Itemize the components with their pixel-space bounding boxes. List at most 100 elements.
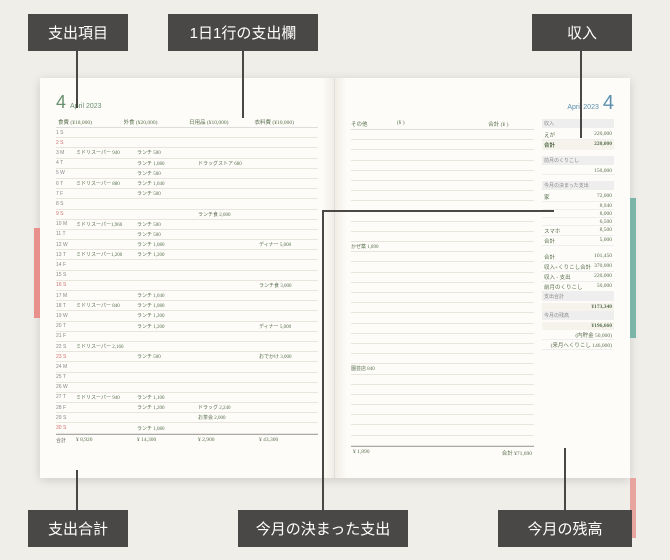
income-item: えが220,000: [542, 130, 614, 140]
income-total: 合計 220,000: [542, 140, 614, 150]
fixed-item: スマホ8,500: [542, 226, 614, 236]
category-row-right: その他(¥ )合計 (¥ ): [351, 119, 534, 130]
day-row: [351, 425, 534, 435]
summary-block: 合計101,450収入+くりこし合計370,000収入 - 支出220,000前…: [542, 252, 614, 350]
day-row: [351, 181, 534, 191]
total-cell: ¥ 8,920: [74, 437, 135, 444]
day-row: [351, 252, 534, 262]
day-row: 19 Wランチ 1,200: [56, 311, 318, 321]
total-row-right: ¥ 1,890 合計 ¥71,690: [351, 446, 534, 457]
fixed-item: 家72,000: [542, 192, 614, 202]
label-expense-item: 支出項目: [28, 14, 128, 51]
day-row: [351, 405, 534, 415]
day-row: [351, 212, 534, 222]
day-row: [351, 222, 534, 232]
day-row: 25 T: [56, 373, 318, 383]
day-row: 10 Mミドリスーパー1,960ランチ 500: [56, 220, 318, 230]
day-row: [351, 395, 534, 405]
day-row: 14 F: [56, 260, 318, 270]
page-left: 4 April 2023 食費 (¥18,000)外食 (¥20,000)日用品…: [40, 78, 335, 478]
day-row: [351, 232, 534, 242]
day-row: 24 M: [56, 362, 318, 372]
day-row: 8 S: [56, 199, 318, 209]
day-row: 29 Sお茶会 2,000: [56, 413, 318, 423]
day-row: 23 Sランチ 500おでかけ 3,000: [56, 352, 318, 362]
label-expense-total: 支出合計: [28, 510, 128, 547]
day-row: [351, 171, 534, 181]
category-cell: 食費 (¥18,000): [56, 118, 122, 126]
day-row: [351, 303, 534, 313]
expense-total-value: ¥173,340: [542, 303, 614, 311]
right-main-column: その他(¥ )合計 (¥ ) かぜ薬 1,890 園芸店 840 ¥ 1,890 …: [351, 119, 534, 465]
conn-expense-total: [76, 470, 78, 512]
category-row-left: 食費 (¥18,000)外食 (¥20,000)日用品 (¥10,000)衣料費…: [56, 117, 318, 128]
day-row: 12 Wランチ 1,080ディナー 5,000: [56, 240, 318, 250]
label-daily-row: 1日1行の支出欄: [168, 14, 318, 51]
fixed-item: 6,500: [542, 218, 614, 226]
month-txt-l: April 2023: [70, 103, 102, 110]
day-row: [351, 273, 534, 283]
total-cell: ¥ 43,300: [257, 437, 318, 444]
day-row: 6 Tミドリスーパー 880ランチ 1,040: [56, 179, 318, 189]
income-block: 収入 えが220,000 合計 220,000: [542, 119, 614, 150]
day-row: 30 Sランチ 1,080: [56, 423, 318, 433]
month-num-l: 4: [56, 92, 66, 113]
expense-total-label: 支出合計: [542, 292, 614, 301]
day-row: 28 Fランチ 1,200ドラッグ 2,240: [56, 403, 318, 413]
planner-book: 4 April 2023 食費 (¥18,000)外食 (¥20,000)日用品…: [40, 78, 630, 478]
day-rows-right: かぜ薬 1,890 園芸店 840: [351, 130, 534, 446]
day-row: 1 S: [56, 128, 318, 138]
label-balance: 今月の残高: [498, 510, 632, 547]
balance-label: 今月の残高: [542, 311, 614, 320]
edge-tab-teal: [630, 198, 636, 338]
month-txt-r: April 2023: [567, 104, 599, 111]
day-row: 2 S: [56, 138, 318, 148]
balance-sub1: (内貯金 50,000): [542, 330, 614, 340]
day-row: 園芸店 840: [351, 364, 534, 374]
day-row: [351, 293, 534, 303]
day-row: 13 Tミドリスーパー1,200ランチ 1,200: [56, 250, 318, 260]
day-row: [351, 140, 534, 150]
month-header-right: April 2023 4: [351, 92, 614, 115]
right-total: ¥ 1,890: [351, 449, 443, 457]
balance-value: ¥196,660: [542, 322, 614, 330]
fixed-block: 今月の決まった支出 家72,0008,9408,0006,500スマホ8,500…: [542, 181, 614, 246]
day-row: [351, 283, 534, 293]
day-row: 5 Wランチ 500: [56, 169, 318, 179]
summary-line: 収入+くりこし合計370,000: [542, 262, 614, 272]
carryover-block: 前月のくりこし 150,000: [542, 156, 614, 175]
conn-balance: [564, 448, 566, 512]
day-row: [351, 130, 534, 140]
day-row: 17 Mランチ 1,040: [56, 291, 318, 301]
category-cell: 衣料費 (¥10,000): [253, 118, 319, 126]
day-row: [351, 191, 534, 201]
category-cell: [443, 120, 489, 128]
day-row: かぜ薬 1,890: [351, 242, 534, 252]
right-grand-total: 合計 ¥71,690: [443, 449, 535, 457]
conn-daily-row: [242, 48, 244, 118]
income-title: 収入: [542, 119, 614, 128]
category-cell: その他: [351, 120, 397, 128]
page-right: April 2023 4 その他(¥ )合計 (¥ ) かぜ薬 1,890 園芸店…: [335, 78, 630, 478]
label-fixed-expense: 今月の決まった支出: [238, 510, 408, 547]
summary-line: 前月のくりこし50,000: [542, 282, 614, 292]
summary-line: 合計101,450: [542, 252, 614, 262]
day-row: 3 Mミドリスーパー 940ランチ 500: [56, 148, 318, 158]
day-row: [351, 354, 534, 364]
balance-sub2: (来月へくりこし 146,000): [542, 340, 614, 350]
day-row: 7 Fランチ 500: [56, 189, 318, 199]
day-row: 21 F: [56, 332, 318, 342]
conn-expense-item: [76, 48, 78, 108]
fixed-item: 8,940: [542, 202, 614, 210]
day-row: [351, 324, 534, 334]
conn-fixed-expense: [322, 210, 324, 512]
day-row: 20 Tランチ 1,200ディナー 5,000: [56, 322, 318, 332]
day-row: [351, 150, 534, 160]
total-cell: ¥ 2,900: [196, 437, 257, 444]
day-row: 16 Sランチ食 3,000: [56, 281, 318, 291]
category-cell: 外食 (¥20,000): [122, 118, 188, 126]
fixed-title: 今月の決まった支出: [542, 181, 614, 190]
day-row: [351, 262, 534, 272]
conn-income: [580, 48, 582, 138]
day-row: 4 Tランチ 1,080ドラッグストア 680: [56, 159, 318, 169]
